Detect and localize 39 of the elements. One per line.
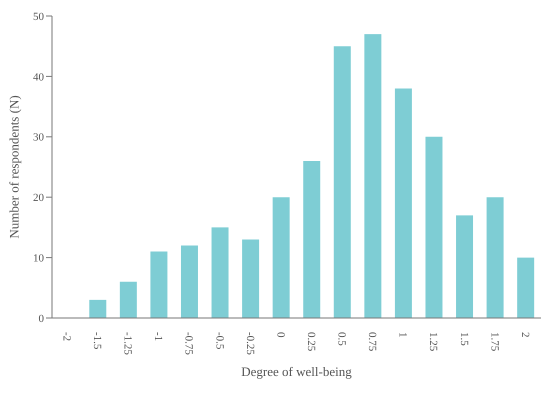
x-tick-label: -1.5 — [90, 332, 103, 350]
y-tick-label: 20 — [33, 192, 44, 204]
x-tick-label: 1.25 — [427, 332, 440, 352]
x-tick-label: 1 — [396, 332, 409, 338]
x-tick-label: 2 — [518, 332, 531, 338]
bar — [456, 215, 474, 318]
bar — [334, 46, 351, 318]
y-axis-title: Number of respondents (N) — [6, 95, 22, 239]
x-tick-label: -1.25 — [122, 332, 134, 356]
bar — [89, 300, 106, 318]
bar — [486, 197, 504, 318]
bar — [212, 227, 229, 318]
bar — [303, 160, 320, 318]
y-tick-label: 0 — [38, 312, 44, 325]
y-tick-label: 30 — [33, 132, 44, 144]
bar — [364, 34, 382, 318]
bar — [517, 258, 534, 318]
bar — [242, 239, 260, 318]
x-tick-label: -0.25 — [244, 332, 256, 356]
y-tick-label: 40 — [33, 71, 44, 84]
bar — [120, 282, 137, 318]
bar — [150, 252, 168, 318]
bar — [180, 246, 198, 318]
x-axis-title: Degree of well-being — [241, 364, 352, 379]
x-tick-label: -0.5 — [213, 332, 226, 350]
y-tick-label: 50 — [33, 10, 44, 23]
x-tick-label: 0 — [274, 332, 286, 338]
x-tick-label: -0.75 — [182, 332, 195, 356]
bar — [272, 197, 290, 318]
x-tick-label: 0.25 — [304, 332, 317, 352]
x-tick-label: 0.75 — [366, 332, 378, 352]
x-tick-label: 1.75 — [488, 332, 500, 352]
y-tick-label: 10 — [33, 252, 44, 265]
x-tick-label: -1 — [152, 332, 164, 342]
x-tick-label: -2 — [60, 332, 72, 342]
bar — [394, 88, 412, 318]
x-tick-label: 0.5 — [335, 332, 348, 346]
x-tick-label: 1.5 — [458, 332, 470, 346]
bar — [425, 136, 442, 318]
